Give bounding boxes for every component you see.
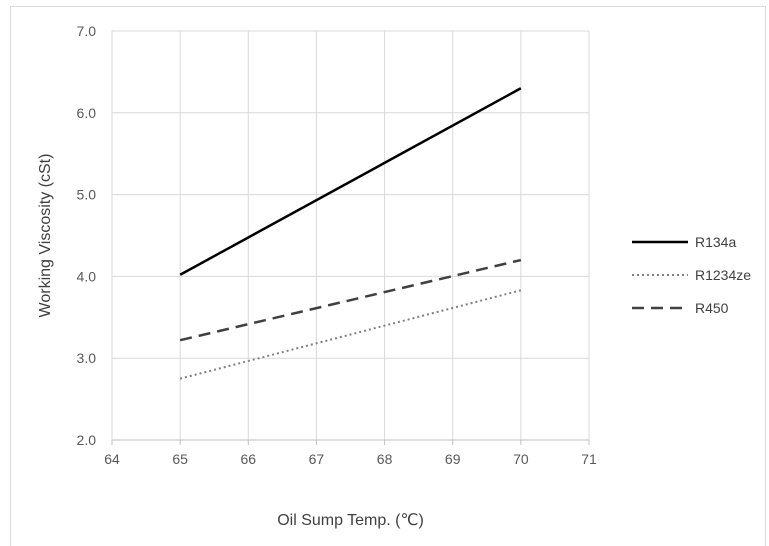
y-tick-labels: 2.0 3.0 4.0 5.0 6.0 7.0 [77,23,97,448]
axes [111,31,589,441]
series-line-r450 [179,258,522,342]
y-tick-label: 7.0 [77,23,97,39]
series-line-r134a [179,87,522,276]
legend-label: R450 [695,300,729,316]
legend: R134a R1234ze R450 [632,234,751,316]
y-axis-title: Working Viscosity (cSt) [37,154,54,318]
x-tick-label: 69 [445,451,461,467]
x-tick-labels: 64 65 66 67 68 69 70 71 [104,451,597,467]
x-tick-label: 64 [104,451,120,467]
series-line-r1234ze [179,289,522,380]
x-tick-label: 67 [309,451,325,467]
y-tick-label: 6.0 [77,105,97,121]
gridlines [111,30,590,445]
x-tick-label: 70 [513,451,529,467]
series-lines [179,87,522,380]
x-tick-label: 66 [240,451,256,467]
y-tick-label: 2.0 [77,432,97,448]
x-tick-label: 68 [377,451,393,467]
legend-label: R1234ze [695,267,751,283]
x-axis-title: Oil Sump Temp. (℃) [277,512,424,529]
x-tick-label: 71 [581,451,597,467]
y-tick-label: 3.0 [77,350,97,366]
y-tick-label: 4.0 [77,268,97,284]
x-tick-label: 65 [172,451,188,467]
legend-label: R134a [695,234,736,250]
y-tick-label: 5.0 [77,187,97,203]
